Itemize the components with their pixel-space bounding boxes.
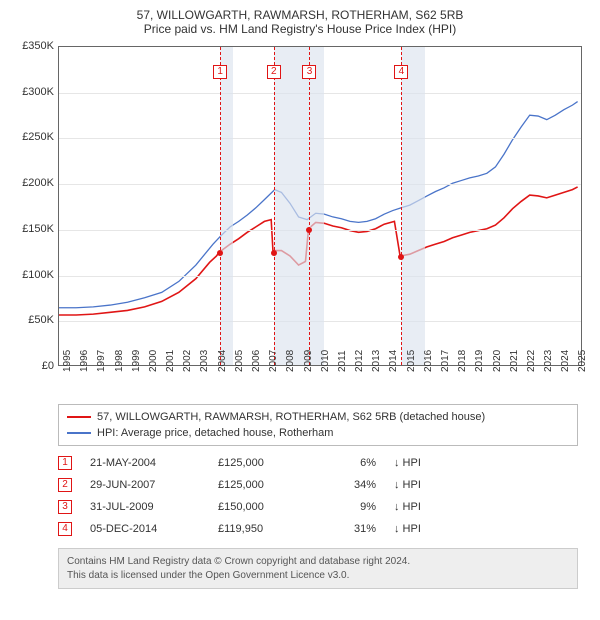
y-axis-label: £200K	[10, 177, 54, 189]
sale-date: 21-MAY-2004	[90, 457, 200, 469]
x-axis-label: 2024	[560, 350, 571, 372]
x-axis-label: 1995	[62, 350, 73, 372]
x-axis-label: 2016	[423, 350, 434, 372]
x-axis-label: 2017	[440, 350, 451, 372]
x-axis-label: 2004	[217, 350, 228, 372]
chart-title-block: 57, WILLOWGARTH, RAWMARSH, ROTHERHAM, S6…	[10, 8, 590, 36]
sale-marker-4: 4	[394, 65, 408, 79]
x-axis-label: 2008	[285, 350, 296, 372]
sale-pct: 6%	[326, 457, 376, 469]
sale-marker-3: 3	[302, 65, 316, 79]
sale-marker-icon: 2	[58, 478, 72, 492]
sale-marker-icon: 3	[58, 500, 72, 514]
x-axis-label: 2010	[320, 350, 331, 372]
chart-footer: Contains HM Land Registry data © Crown c…	[58, 548, 578, 589]
legend-row-price: 57, WILLOWGARTH, RAWMARSH, ROTHERHAM, S6…	[67, 409, 569, 425]
x-axis-label: 1996	[79, 350, 90, 372]
sale-pct: 31%	[326, 523, 376, 535]
legend-row-hpi: HPI: Average price, detached house, Roth…	[67, 425, 569, 441]
sale-date: 31-JUL-2009	[90, 501, 200, 513]
x-axis-label: 2020	[492, 350, 503, 372]
y-axis-label: £250K	[10, 131, 54, 143]
x-axis-label: 2011	[337, 350, 348, 372]
sale-vs-hpi: ↓ HPI	[394, 501, 444, 513]
y-axis-label: £50K	[10, 314, 54, 326]
chart-plot: 1 2 3 4	[58, 46, 582, 366]
x-axis-label: 2022	[526, 350, 537, 372]
sale-date: 05-DEC-2014	[90, 523, 200, 535]
footer-line2: This data is licensed under the Open Gov…	[67, 569, 569, 583]
x-axis-label: 2009	[303, 350, 314, 372]
x-axis-label: 2012	[354, 350, 365, 372]
legend-swatch-price	[67, 416, 91, 418]
sale-pct: 34%	[326, 479, 376, 491]
sales-table: 1 21-MAY-2004 £125,000 6% ↓ HPI 2 29-JUN-2007 £…	[58, 452, 578, 540]
y-axis-label: £150K	[10, 223, 54, 235]
chart-title-line1: 57, WILLOWGARTH, RAWMARSH, ROTHERHAM, S6…	[10, 8, 590, 22]
sale-price: £150,000	[218, 501, 308, 513]
chart-area: 1 2 3 4 £0 £50K £100K £150K £200K £250K £300K £350…	[10, 40, 590, 400]
sale-vs-hpi: ↓ HPI	[394, 457, 444, 469]
x-axis-label: 2006	[251, 350, 262, 372]
chart-legend: 57, WILLOWGARTH, RAWMARSH, ROTHERHAM, S6…	[58, 404, 578, 446]
sale-vs-hpi: ↓ HPI	[394, 479, 444, 491]
footer-line1: Contains HM Land Registry data © Crown c…	[67, 555, 569, 569]
y-axis-label: £300K	[10, 86, 54, 98]
y-axis-label: £350K	[10, 40, 54, 52]
sale-price: £125,000	[218, 457, 308, 469]
x-axis-label: 2007	[268, 350, 279, 372]
x-axis-label: 2003	[199, 350, 210, 372]
x-axis-label: 2013	[371, 350, 382, 372]
x-axis-label: 2000	[148, 350, 159, 372]
chart-title-line2: Price paid vs. HM Land Registry's House …	[10, 22, 590, 36]
sale-row: 1 21-MAY-2004 £125,000 6% ↓ HPI	[58, 452, 578, 474]
y-axis-label: £0	[10, 360, 54, 372]
sale-vs-hpi: ↓ HPI	[394, 523, 444, 535]
x-axis-label: 2005	[234, 350, 245, 372]
legend-label-hpi: HPI: Average price, detached house, Roth…	[97, 427, 333, 439]
sale-row: 3 31-JUL-2009 £150,000 9% ↓ HPI	[58, 496, 578, 518]
sale-row: 2 29-JUN-2007 £125,000 34% ↓ HPI	[58, 474, 578, 496]
sale-marker-icon: 1	[58, 456, 72, 470]
x-axis-label: 1999	[131, 350, 142, 372]
x-axis-label: 1998	[114, 350, 125, 372]
x-axis-label: 1997	[96, 350, 107, 372]
sale-price: £125,000	[218, 479, 308, 491]
x-axis-label: 2021	[509, 350, 520, 372]
x-axis-label: 2025	[577, 350, 588, 372]
sale-date: 29-JUN-2007	[90, 479, 200, 491]
x-axis-label: 2015	[406, 350, 417, 372]
sale-marker-2: 2	[267, 65, 281, 79]
sale-price: £119,950	[218, 523, 308, 535]
x-axis-label: 2002	[182, 350, 193, 372]
x-axis-label: 2018	[457, 350, 468, 372]
x-axis-label: 2019	[474, 350, 485, 372]
legend-label-price: 57, WILLOWGARTH, RAWMARSH, ROTHERHAM, S6…	[97, 411, 485, 423]
x-axis-label: 2023	[543, 350, 554, 372]
legend-swatch-hpi	[67, 432, 91, 434]
sale-marker-icon: 4	[58, 522, 72, 536]
x-axis-label: 2001	[165, 350, 176, 372]
sale-pct: 9%	[326, 501, 376, 513]
y-axis-label: £100K	[10, 269, 54, 281]
sale-marker-1: 1	[213, 65, 227, 79]
x-axis-label: 2014	[388, 350, 399, 372]
sale-row: 4 05-DEC-2014 £119,950 31% ↓ HPI	[58, 518, 578, 540]
